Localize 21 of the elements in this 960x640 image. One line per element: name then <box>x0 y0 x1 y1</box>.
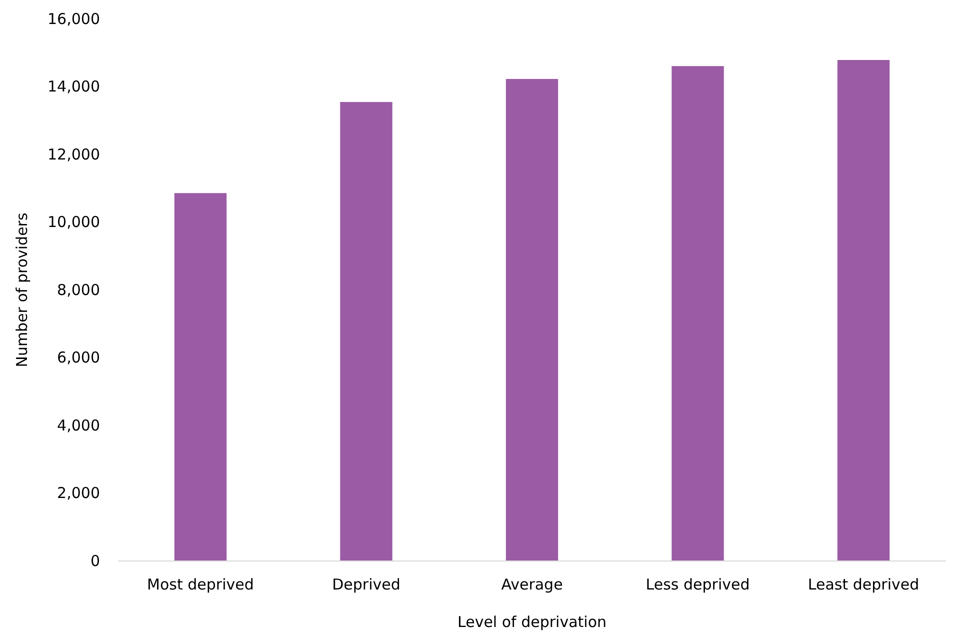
bar <box>506 78 558 561</box>
y-tick-label: 0 <box>90 552 100 570</box>
y-tick-label: 16,000 <box>48 10 100 28</box>
x-tick-label: Most deprived <box>147 576 254 594</box>
y-axis-title: Number of providers <box>13 212 31 368</box>
x-axis-title: Level of deprivation <box>458 613 606 631</box>
x-tick-label: Deprived <box>332 576 400 594</box>
y-tick-label: 12,000 <box>48 145 100 164</box>
y-tick-label: 8,000 <box>57 280 100 299</box>
bar <box>174 193 227 561</box>
y-tick-label: 2,000 <box>57 484 100 502</box>
bar <box>340 102 392 561</box>
y-tick-label: 14,000 <box>48 78 100 96</box>
x-tick-label: Less deprived <box>646 576 750 594</box>
y-tick-label: 4,000 <box>57 416 100 434</box>
bar <box>672 66 724 561</box>
y-tick-label: 6,000 <box>57 348 100 367</box>
bar <box>837 60 890 561</box>
x-tick-label: Least deprived <box>808 576 920 594</box>
y-tick-label: 10,000 <box>48 213 100 232</box>
x-tick-label: Average <box>501 576 563 594</box>
